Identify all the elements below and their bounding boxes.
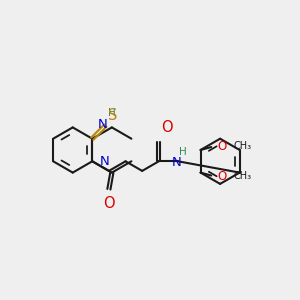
Text: N: N xyxy=(99,155,109,168)
Text: O: O xyxy=(103,196,115,211)
Text: O: O xyxy=(161,120,173,135)
Text: H: H xyxy=(179,146,187,157)
Text: CH₃: CH₃ xyxy=(233,171,251,181)
Text: O: O xyxy=(217,170,226,183)
Text: N: N xyxy=(97,118,107,131)
Text: S: S xyxy=(108,108,118,123)
Text: H: H xyxy=(108,109,116,118)
Text: O: O xyxy=(217,140,226,153)
Text: N: N xyxy=(171,156,181,169)
Text: CH₃: CH₃ xyxy=(233,141,251,152)
